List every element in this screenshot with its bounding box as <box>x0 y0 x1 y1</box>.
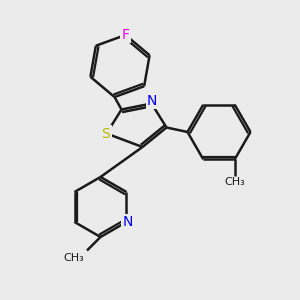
Text: S: S <box>101 127 110 140</box>
Text: CH₃: CH₃ <box>224 177 245 187</box>
Text: CH₃: CH₃ <box>64 253 85 263</box>
Text: N: N <box>147 94 157 108</box>
Text: F: F <box>122 28 130 42</box>
Text: N: N <box>123 215 133 229</box>
